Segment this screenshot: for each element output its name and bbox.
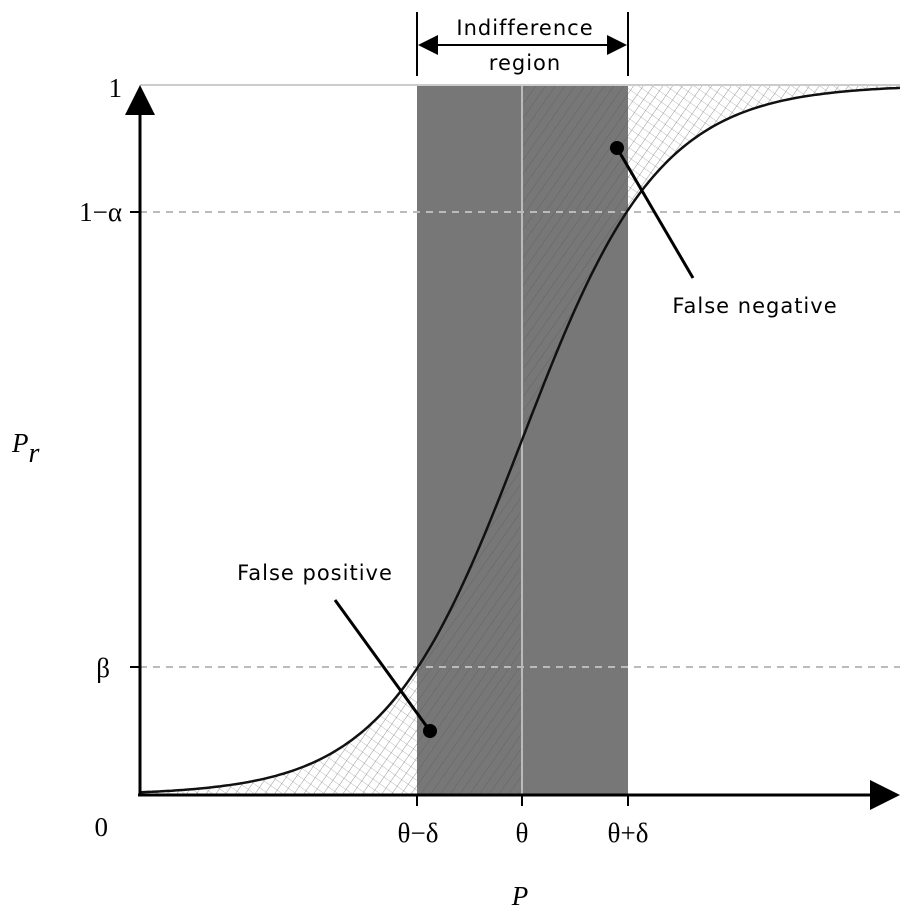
y-tick-label: 1−α	[79, 197, 122, 227]
y-axis-label: Pr	[11, 428, 40, 469]
header-text: Indifference	[456, 16, 593, 40]
header-text: region	[489, 51, 561, 75]
leader-dot	[423, 724, 437, 738]
region-bracket	[416, 12, 629, 76]
false-negative-area	[522, 85, 900, 435]
leader-dot	[610, 141, 624, 155]
x-tick-label: θ−δ	[398, 818, 439, 848]
y-tick-label: 1	[109, 73, 123, 103]
y-axis-label-sub: r	[29, 438, 40, 469]
annotation: False positive	[237, 561, 393, 585]
ticks	[130, 211, 629, 806]
y-axis-label-main: P	[11, 428, 29, 458]
y-tick-label: 0	[95, 812, 109, 842]
y-tick-label: β	[96, 653, 110, 683]
leader-line	[615, 147, 695, 279]
x-axis-label: P	[511, 881, 529, 911]
annotation: False negative	[672, 294, 837, 318]
x-tick-label: θ+δ	[608, 818, 649, 848]
leader-line	[333, 599, 432, 732]
x-tick-label: θ	[516, 818, 529, 848]
false-positive-area	[140, 445, 522, 795]
oc-curve	[139, 86, 901, 794]
